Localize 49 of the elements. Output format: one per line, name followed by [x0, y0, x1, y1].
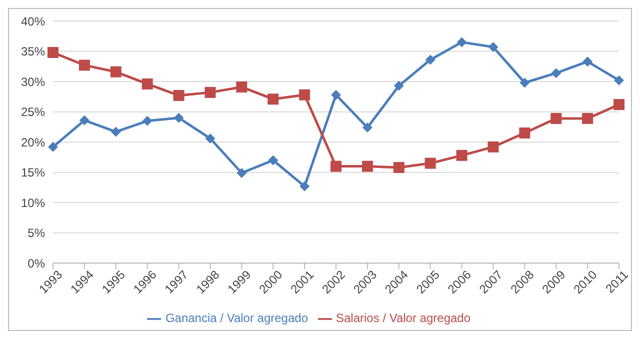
point [268, 155, 278, 166]
point [582, 56, 593, 67]
point [330, 160, 342, 172]
y-tick-label: 20% [20, 135, 46, 150]
point [205, 133, 216, 144]
point [488, 141, 499, 152]
point [393, 162, 404, 174]
point [550, 112, 562, 124]
point [48, 46, 58, 58]
point [362, 160, 373, 172]
point [300, 181, 310, 192]
point [268, 94, 279, 105]
point [456, 150, 468, 161]
point [582, 112, 594, 124]
point [424, 158, 436, 169]
point [78, 60, 90, 71]
point [236, 168, 247, 178]
legend-label: Ganancia / Valor agregado [165, 311, 308, 326]
point [394, 80, 404, 91]
point [488, 42, 498, 52]
point [110, 126, 121, 137]
y-tick-label: 0% [28, 256, 46, 270]
point [362, 122, 372, 133]
y-tick-label: 10% [20, 196, 46, 210]
y-tick-label: 25% [20, 105, 46, 120]
y-tick-label: 35% [20, 44, 46, 59]
y-tick-label: 5% [28, 226, 46, 240]
point [79, 115, 90, 126]
point [142, 116, 152, 126]
point [519, 128, 530, 139]
point [173, 90, 184, 101]
point [456, 37, 467, 48]
point [236, 81, 248, 92]
point [614, 75, 624, 86]
y-tick-label: 40% [20, 14, 46, 28]
point [110, 66, 122, 78]
legend-label: Salarios / Valor agregado [336, 311, 471, 326]
y-tick-label: 30% [20, 74, 46, 89]
point [204, 86, 216, 98]
point [425, 54, 436, 65]
point [520, 78, 530, 88]
point [614, 99, 624, 110]
point [174, 112, 184, 123]
y-tick-label: 15% [20, 166, 46, 180]
point [142, 78, 153, 90]
point [551, 68, 562, 78]
point [48, 142, 58, 152]
point [299, 89, 310, 100]
point [331, 90, 341, 100]
